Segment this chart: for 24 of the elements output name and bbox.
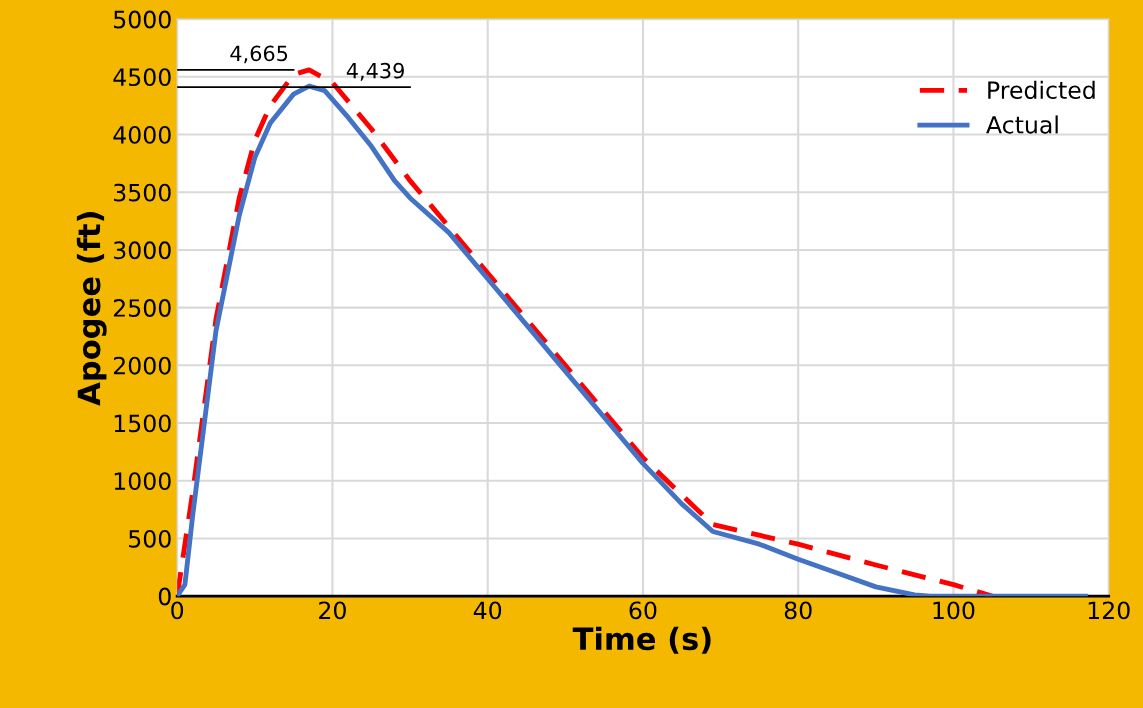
y-tick-label: 3000 [114, 241, 171, 260]
y-tick-label: 2000 [113, 356, 171, 375]
y-tick-label: 1000 [114, 472, 171, 491]
x-tick-label: 100 [933, 601, 975, 620]
y-tick-label: 4000 [113, 125, 171, 144]
y-tick-label: 4500 [113, 68, 171, 87]
x-axis-title: Time (s) [572, 626, 711, 654]
legend-label: Actual [986, 115, 1058, 134]
y-tick-label: 2500 [113, 299, 171, 317]
x-tick-label: 40 [473, 601, 502, 620]
legend-label: Predicted [988, 80, 1095, 100]
y-tick-label: 500 [129, 529, 171, 548]
y-tick-label: 0 [158, 587, 171, 606]
y-tick-label: 5000 [114, 10, 171, 29]
x-tick-label: 120 [1088, 601, 1130, 620]
annotation: 4,439 [346, 62, 404, 81]
annotation: 4,665 [230, 45, 288, 64]
x-tick-label: 80 [784, 601, 812, 620]
x-tick-label: 60 [629, 601, 657, 620]
y-axis-title: Apogee (ft) [76, 212, 107, 406]
y-tick-label: 3500 [114, 183, 171, 202]
y-tick-label: 1500 [114, 414, 171, 433]
x-tick-label: 20 [319, 601, 346, 620]
x-tick-label: 0 [171, 601, 184, 620]
